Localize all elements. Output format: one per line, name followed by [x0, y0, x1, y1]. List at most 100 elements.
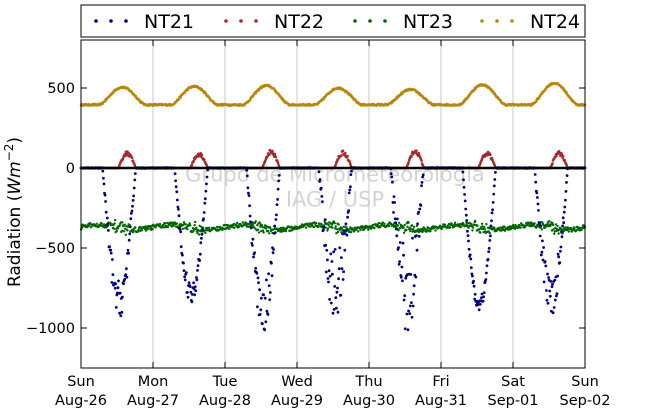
- x-tick-date: Sep-01: [487, 393, 538, 409]
- data-point: [322, 225, 326, 229]
- data-point: [202, 158, 206, 161]
- data-point: [331, 311, 335, 315]
- data-point: [492, 184, 496, 188]
- data-point: [270, 261, 273, 265]
- data-point: [398, 260, 401, 263]
- data-point: [270, 274, 274, 278]
- data-point: [179, 245, 183, 249]
- data-point: [409, 227, 412, 231]
- data-point: [335, 306, 338, 310]
- data-point: [349, 173, 353, 177]
- data-point: [254, 266, 258, 270]
- data-point: [256, 228, 260, 231]
- data-point: [271, 149, 274, 153]
- data-point: [556, 252, 560, 256]
- data-point: [487, 250, 491, 254]
- data-point: [322, 228, 325, 232]
- data-point: [140, 228, 144, 232]
- data-point: [255, 271, 259, 275]
- data-point: [407, 221, 410, 224]
- data-point: [481, 299, 485, 303]
- data-point: [536, 202, 540, 206]
- data-point: [194, 220, 197, 224]
- data-point: [326, 227, 330, 230]
- data-point: [192, 159, 195, 163]
- data-point: [461, 170, 465, 174]
- data-point: [394, 227, 398, 231]
- data-point: [421, 175, 424, 179]
- data-point: [114, 306, 118, 309]
- data-point: [132, 194, 136, 198]
- data-point: [533, 222, 536, 225]
- data-point: [201, 228, 204, 231]
- data-point: [188, 285, 192, 288]
- data-point: [545, 289, 548, 292]
- data-point: [193, 293, 197, 297]
- plot-frame: [80, 39, 586, 369]
- data-point: [190, 300, 194, 304]
- data-point: [252, 255, 255, 259]
- data-point: [557, 232, 560, 235]
- data-point: [492, 192, 496, 196]
- data-point: [338, 246, 342, 250]
- data-point: [127, 238, 131, 242]
- data-point: [561, 155, 565, 158]
- data-point: [565, 228, 569, 232]
- data-point: [133, 178, 137, 182]
- data-point: [390, 175, 394, 179]
- data-point: [544, 264, 548, 268]
- data-point: [518, 224, 521, 227]
- data-point: [259, 308, 263, 312]
- data-point: [367, 228, 370, 231]
- data-point: [181, 227, 185, 230]
- data-point: [559, 249, 562, 253]
- data-point: [555, 154, 558, 158]
- data-point: [116, 286, 120, 290]
- data-point: [189, 290, 193, 294]
- data-point: [274, 155, 278, 159]
- data-point: [267, 284, 271, 287]
- data-point: [118, 224, 121, 227]
- data-point: [548, 289, 552, 293]
- legend-marker: [124, 19, 128, 23]
- data-point: [487, 246, 491, 250]
- data-point: [480, 296, 483, 300]
- data-point: [317, 224, 320, 228]
- data-point: [276, 198, 279, 201]
- data-point: [195, 278, 199, 282]
- data-point: [467, 247, 471, 251]
- data-point: [565, 90, 568, 94]
- data-point: [204, 231, 207, 235]
- data-point: [89, 226, 93, 229]
- data-point: [394, 221, 398, 225]
- data-point: [381, 221, 384, 224]
- legend-marker: [480, 19, 484, 23]
- data-point: [108, 245, 111, 249]
- data-point: [503, 229, 507, 232]
- data-point: [355, 228, 358, 231]
- data-point: [564, 198, 567, 202]
- data-point: [325, 248, 329, 252]
- data-point: [411, 236, 414, 240]
- data-point: [391, 180, 394, 184]
- data-point: [200, 236, 203, 240]
- legend[interactable]: NT21 NT22 NT23 NT24: [80, 4, 586, 38]
- data-point: [215, 225, 219, 229]
- data-point: [326, 277, 330, 280]
- data-point: [268, 232, 271, 235]
- data-point: [464, 213, 468, 217]
- data-point: [569, 226, 573, 230]
- data-point: [149, 226, 153, 229]
- data-point: [412, 284, 416, 288]
- y-tick-label: −1000: [26, 321, 75, 337]
- data-point: [415, 149, 418, 152]
- data-point: [373, 226, 376, 230]
- data-point: [265, 278, 268, 282]
- x-tick-day: Mon: [138, 374, 169, 390]
- data-point: [488, 239, 492, 242]
- data-point: [410, 155, 413, 159]
- data-point: [193, 285, 197, 289]
- data-point: [111, 258, 114, 261]
- data-point: [537, 209, 540, 212]
